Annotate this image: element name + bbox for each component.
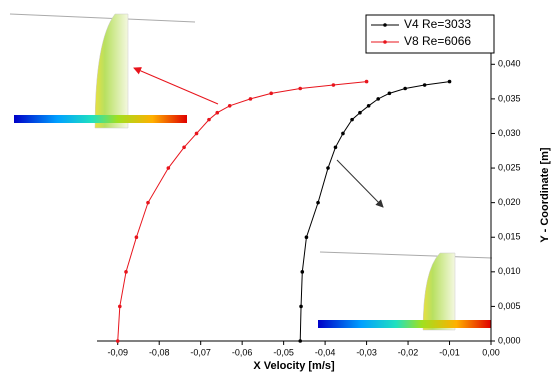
y-tick-label: 0,035: [498, 93, 521, 103]
point: [423, 83, 427, 87]
point: [334, 146, 338, 150]
x-tick-label: -0,09: [107, 347, 128, 357]
point: [305, 235, 309, 239]
y-tick-label: 0,000: [498, 335, 521, 345]
x-tick-label: -0,02: [398, 347, 419, 357]
point: [376, 97, 380, 101]
point: [298, 339, 302, 343]
y-tick-label: 0,020: [498, 197, 521, 207]
point: [350, 118, 354, 122]
y-tick-label: 0,005: [498, 301, 521, 311]
x-tick-label: -0,06: [232, 347, 253, 357]
point: [116, 339, 120, 343]
point: [365, 80, 369, 84]
inset-right: [318, 252, 492, 330]
point: [207, 118, 211, 122]
inset-left: [10, 14, 195, 128]
x-axis-label: X Velocity [m/s]: [253, 360, 335, 372]
point: [300, 270, 304, 274]
point: [448, 80, 452, 84]
x-tick-label: -0,03: [356, 347, 377, 357]
y-tick-label: 0,015: [498, 232, 521, 242]
point: [298, 87, 302, 91]
arrow: [134, 68, 218, 104]
legend-marker: [383, 40, 387, 44]
point: [118, 305, 122, 309]
x-tick-label: -0,08: [149, 347, 170, 357]
x-tick-label: 0,00: [482, 347, 500, 357]
y-axis-label: Y - Coordinate [m]: [539, 147, 551, 242]
legend-marker: [383, 23, 387, 27]
point: [167, 166, 171, 170]
legend-label: V4 Re=3033: [404, 17, 471, 31]
point: [269, 92, 273, 96]
y-tick-label: 0,010: [498, 266, 521, 276]
point: [403, 87, 407, 91]
point: [135, 235, 139, 239]
y-tick-label: 0,025: [498, 162, 521, 172]
point: [228, 104, 232, 108]
x-tick-label: -0,07: [190, 347, 211, 357]
y-tick-label: 0,040: [498, 59, 521, 69]
point: [182, 146, 186, 150]
point: [249, 97, 253, 101]
x-tick-label: -0,05: [273, 347, 294, 357]
point: [299, 305, 303, 309]
point: [124, 270, 128, 274]
point: [195, 132, 199, 136]
point: [341, 132, 345, 136]
point: [367, 104, 371, 108]
y-tick-label: 0,030: [498, 128, 521, 138]
chart: X Velocity [m/s] Y - Coordinate [m] -0,0…: [0, 0, 558, 376]
point: [215, 111, 219, 115]
arrow: [337, 160, 383, 207]
point: [326, 166, 330, 170]
point: [146, 201, 150, 205]
point: [316, 201, 320, 205]
x-tick-label: -0,01: [439, 347, 460, 357]
x-tick-label: -0,04: [315, 347, 336, 357]
point: [332, 83, 336, 87]
point: [388, 92, 392, 96]
point: [358, 111, 362, 115]
legend-label: V8 Re=6066: [404, 34, 471, 48]
